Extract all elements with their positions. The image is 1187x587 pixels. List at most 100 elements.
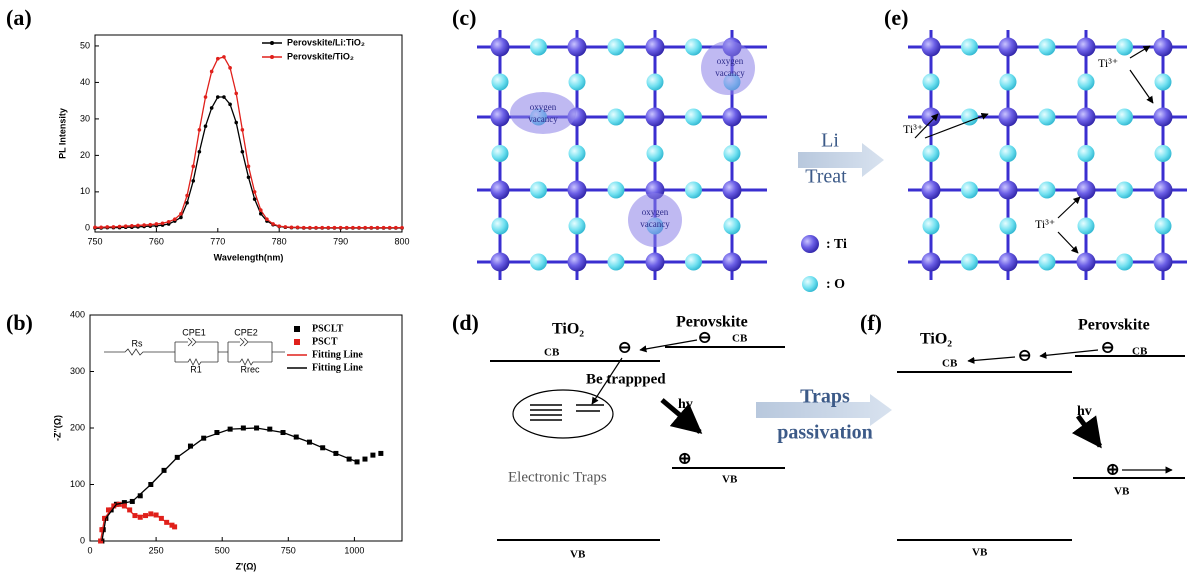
o-atom (1155, 74, 1172, 91)
o-atom (647, 74, 664, 91)
ti-atom (922, 253, 941, 272)
o-atom (492, 145, 509, 162)
vb-label: VB (570, 549, 586, 561)
legend-label: Fitting Line (312, 349, 363, 360)
x-tick-label: 750 (281, 545, 296, 555)
o-atom (1039, 182, 1056, 199)
diagram-f: TiO₂ Perovskite CB CB ⊖ ⊖ hv ⊕ VB VB (897, 317, 1185, 559)
data-point (370, 226, 374, 230)
data-point (277, 224, 281, 228)
data-point (357, 226, 361, 230)
vacancy (510, 92, 576, 134)
vb-label: VB (722, 474, 738, 486)
ti-atom (922, 38, 941, 57)
passivation-label: passivation (777, 422, 873, 444)
data-point (388, 226, 392, 230)
vb-label: VB (1114, 486, 1130, 498)
ti-legend-atom (801, 235, 819, 253)
panel-label: (d) (452, 310, 479, 335)
hv-label: hv (678, 397, 693, 412)
legend-label: Perovskite/TiO₂ (287, 51, 354, 61)
data-point (173, 217, 177, 221)
data-point (259, 208, 263, 212)
circuit-label: Rs (132, 338, 143, 348)
perovskite-label: Perovskite (1078, 317, 1150, 334)
tio2-label: TiO₂ (552, 321, 584, 338)
ti-atom (1154, 108, 1173, 127)
vacancy-label: oxygen (642, 207, 669, 217)
o-atom (647, 145, 664, 162)
ti-atom (646, 108, 665, 127)
data-point (351, 226, 355, 230)
o-atom (530, 182, 547, 199)
atom-legend: : O (826, 277, 845, 292)
ti-atom (1077, 181, 1096, 200)
legend-marker (270, 55, 274, 59)
o-atom (492, 218, 509, 235)
o-atom (492, 74, 509, 91)
data-point (339, 226, 343, 230)
x-tick-label: 0 (87, 545, 92, 555)
data-point (198, 128, 202, 132)
o-atom (923, 74, 940, 91)
o-atom (1039, 254, 1056, 271)
ti-atom (922, 181, 941, 200)
data-point (253, 190, 257, 194)
x-tick-label: 780 (272, 236, 287, 246)
circuit-label: Rrec (240, 364, 260, 374)
vacancy-label: oxygen (530, 102, 557, 112)
data-point (241, 128, 245, 132)
data-point (296, 225, 300, 229)
o-atom (608, 254, 625, 271)
perovskite-label: Perovskite (676, 314, 748, 331)
panel-label: (e) (884, 5, 908, 30)
ti-atom (999, 253, 1018, 272)
o-atom (569, 145, 586, 162)
y-axis-label: -Z''(Ω) (52, 415, 62, 441)
o-atom (1039, 39, 1056, 56)
ti-atom (1154, 38, 1173, 57)
data-point (247, 175, 251, 179)
treat-label: Li (821, 130, 839, 152)
data-point (124, 224, 128, 228)
o-atom (1000, 218, 1017, 235)
data-point (222, 55, 226, 59)
o-atom (569, 74, 586, 91)
o-atom (608, 182, 625, 199)
o-atom (1116, 182, 1133, 199)
y-tick-label: 50 (80, 40, 90, 50)
data-point (179, 212, 183, 216)
o-atom (961, 182, 978, 199)
o-atom (1078, 218, 1095, 235)
y-tick-label: 0 (80, 535, 85, 545)
data-point (308, 226, 312, 230)
vacancy-label: vacancy (640, 219, 670, 229)
y-tick-label: 200 (70, 422, 85, 432)
o-atom (685, 39, 702, 56)
ti-atom (1154, 181, 1173, 200)
y-tick-label: 40 (80, 77, 90, 87)
o-atom (724, 218, 741, 235)
o-atom (961, 39, 978, 56)
cb-label: CB (544, 347, 560, 359)
series-line (95, 57, 402, 228)
o-atom (923, 145, 940, 162)
o-legend-atom (802, 276, 818, 292)
ti-atom (999, 108, 1018, 127)
cb-label: CB (732, 333, 748, 345)
o-atom (1039, 109, 1056, 126)
data-point (363, 226, 367, 230)
o-atom (530, 254, 547, 271)
ti3-arrows (915, 46, 1153, 253)
ti-atom (646, 253, 665, 272)
data-point (290, 225, 294, 229)
data-point (142, 223, 146, 227)
o-atom (1116, 109, 1133, 126)
data-point (382, 226, 386, 230)
hole: ⊕ (1106, 462, 1119, 479)
circuit-label: CPE2 (234, 327, 258, 337)
electron: ⊖ (618, 340, 631, 357)
panel-label: (b) (6, 310, 33, 335)
ti-atom (491, 108, 510, 127)
data-point (216, 57, 220, 61)
